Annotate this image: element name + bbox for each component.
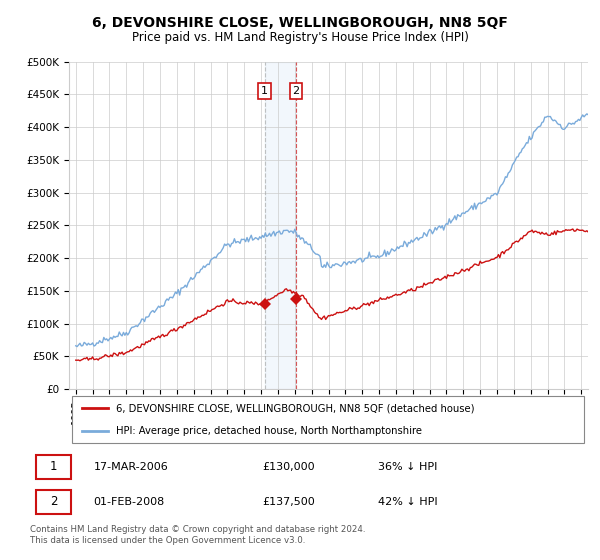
Text: £130,000: £130,000	[262, 462, 314, 472]
Text: 2: 2	[50, 496, 58, 508]
Text: Contains HM Land Registry data © Crown copyright and database right 2024.
This d: Contains HM Land Registry data © Crown c…	[30, 525, 365, 545]
Text: 42% ↓ HPI: 42% ↓ HPI	[378, 497, 437, 507]
FancyBboxPatch shape	[35, 455, 71, 479]
Text: 6, DEVONSHIRE CLOSE, WELLINGBOROUGH, NN8 5QF (detached house): 6, DEVONSHIRE CLOSE, WELLINGBOROUGH, NN8…	[116, 403, 474, 413]
Text: HPI: Average price, detached house, North Northamptonshire: HPI: Average price, detached house, Nort…	[116, 426, 422, 436]
Text: Price paid vs. HM Land Registry's House Price Index (HPI): Price paid vs. HM Land Registry's House …	[131, 31, 469, 44]
Text: 1: 1	[50, 460, 58, 473]
FancyBboxPatch shape	[35, 490, 71, 514]
Text: 17-MAR-2006: 17-MAR-2006	[94, 462, 168, 472]
Text: £137,500: £137,500	[262, 497, 314, 507]
Text: 2: 2	[293, 86, 300, 96]
Text: 1: 1	[261, 86, 268, 96]
Text: 6, DEVONSHIRE CLOSE, WELLINGBOROUGH, NN8 5QF: 6, DEVONSHIRE CLOSE, WELLINGBOROUGH, NN8…	[92, 16, 508, 30]
Text: 36% ↓ HPI: 36% ↓ HPI	[378, 462, 437, 472]
FancyBboxPatch shape	[71, 396, 584, 443]
Bar	[265, 62, 296, 389]
Text: 01-FEB-2008: 01-FEB-2008	[94, 497, 165, 507]
